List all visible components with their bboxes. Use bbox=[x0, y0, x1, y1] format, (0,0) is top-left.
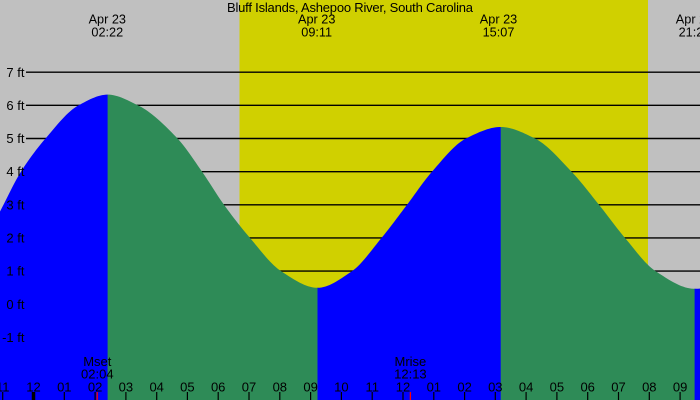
svg-text:Mrise: Mrise bbox=[395, 354, 427, 369]
svg-text:Apr 23: Apr 23 bbox=[89, 13, 126, 27]
svg-text:1 ft: 1 ft bbox=[6, 264, 24, 279]
svg-text:08: 08 bbox=[642, 379, 656, 394]
svg-text:6 ft: 6 ft bbox=[6, 98, 24, 113]
svg-text:07: 07 bbox=[611, 379, 625, 394]
svg-text:Apr 23: Apr 23 bbox=[480, 13, 517, 27]
svg-text:21:28: 21:28 bbox=[679, 25, 700, 39]
svg-text:12:13: 12:13 bbox=[394, 367, 427, 382]
svg-text:5 ft: 5 ft bbox=[6, 131, 24, 146]
svg-text:4 ft: 4 ft bbox=[6, 164, 24, 179]
svg-text:04: 04 bbox=[519, 379, 533, 394]
svg-text:-1 ft: -1 ft bbox=[2, 330, 25, 345]
svg-text:Bluff Islands, Ashepoo River,: Bluff Islands, Ashepoo River, South Caro… bbox=[227, 0, 474, 15]
svg-text:Mset: Mset bbox=[83, 354, 112, 369]
svg-text:07: 07 bbox=[242, 379, 256, 394]
svg-text:05: 05 bbox=[180, 379, 194, 394]
svg-text:Apr 23: Apr 23 bbox=[676, 13, 700, 27]
svg-text:0 ft: 0 ft bbox=[6, 297, 24, 312]
svg-text:02: 02 bbox=[457, 379, 471, 394]
svg-text:Apr 23: Apr 23 bbox=[298, 13, 335, 27]
svg-text:10: 10 bbox=[334, 379, 348, 394]
svg-text:01: 01 bbox=[427, 379, 441, 394]
svg-text:12: 12 bbox=[26, 379, 40, 394]
svg-text:02:04: 02:04 bbox=[81, 367, 114, 382]
svg-text:08: 08 bbox=[273, 379, 287, 394]
svg-text:11: 11 bbox=[365, 379, 379, 394]
svg-text:09: 09 bbox=[673, 379, 687, 394]
svg-text:09:11: 09:11 bbox=[301, 25, 332, 39]
svg-text:15:07: 15:07 bbox=[483, 25, 515, 39]
svg-text:01: 01 bbox=[57, 379, 71, 394]
svg-text:02:22: 02:22 bbox=[91, 25, 123, 39]
svg-text:3 ft: 3 ft bbox=[6, 197, 24, 212]
svg-text:2 ft: 2 ft bbox=[6, 231, 24, 246]
svg-text:02: 02 bbox=[88, 379, 102, 394]
svg-text:04: 04 bbox=[149, 379, 163, 394]
svg-text:12: 12 bbox=[396, 379, 410, 394]
svg-text:11: 11 bbox=[0, 379, 9, 394]
svg-text:06: 06 bbox=[580, 379, 594, 394]
svg-text:05: 05 bbox=[550, 379, 564, 394]
svg-text:03: 03 bbox=[488, 379, 502, 394]
svg-text:03: 03 bbox=[119, 379, 133, 394]
svg-text:09: 09 bbox=[303, 379, 317, 394]
svg-text:7 ft: 7 ft bbox=[6, 65, 24, 80]
svg-text:06: 06 bbox=[211, 379, 225, 394]
